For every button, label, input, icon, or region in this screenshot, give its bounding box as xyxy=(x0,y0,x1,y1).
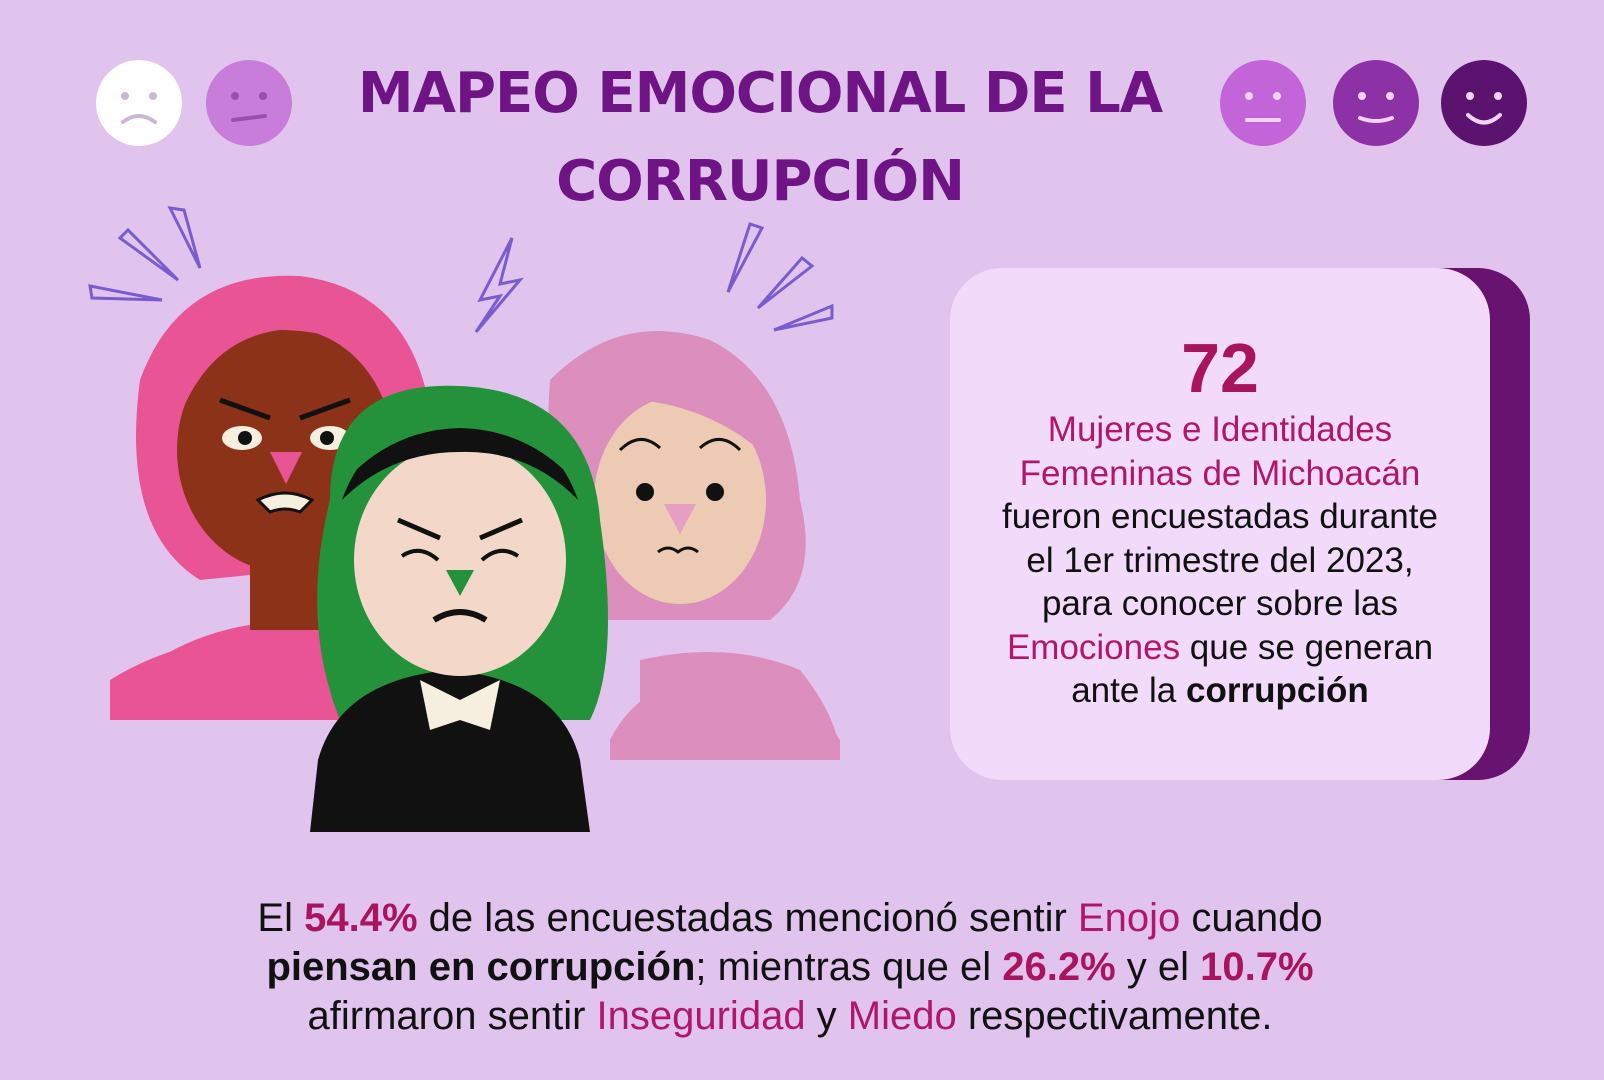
summary-text-3: cuando xyxy=(1180,896,1323,940)
lightning-icon xyxy=(474,237,524,333)
summary-line-3: afirmaron sentir Inseguridad y Miedo res… xyxy=(160,992,1420,1041)
summary-text-5: y el xyxy=(1115,945,1201,989)
happy-face-icon xyxy=(1441,60,1527,146)
summary-text: El 54.4% de las encuestadas mencionó sen… xyxy=(160,894,1420,1041)
percent-anger: 54.4% xyxy=(304,896,418,940)
summary-text-4: ; mientras que el xyxy=(695,945,1003,989)
summary-line-2: piensan en corrupción; mientras que el 2… xyxy=(160,943,1420,992)
card-line-7: ante la corrupción xyxy=(950,669,1490,713)
sad-face-icon xyxy=(96,60,182,146)
card-line-5: para conocer sobre las xyxy=(1041,584,1399,623)
summary-text-1: El xyxy=(257,896,305,940)
card-line-6-rest: que se generan xyxy=(1180,627,1434,667)
emotion-insecurity: Inseguridad xyxy=(596,994,806,1038)
neutral-face-icon xyxy=(1220,60,1306,146)
summary-bold: piensan en corrupción xyxy=(266,945,696,989)
summary-line-1: El 54.4% de las encuestadas mencionó sen… xyxy=(160,894,1420,943)
summary-text-6: afirmaron sentir xyxy=(307,994,597,1038)
stress-lines-left-icon xyxy=(88,206,202,302)
emotion-fear: Miedo xyxy=(847,994,957,1038)
card-line-6: Emociones que se generan xyxy=(950,626,1490,670)
title-line-1: MAPEO EMOCIONAL DE LA xyxy=(357,61,1163,126)
percent-insecurity: 26.2% xyxy=(1002,945,1116,989)
woman-frustrated xyxy=(310,385,608,832)
emotions-highlight: Emociones xyxy=(1006,627,1181,667)
women-illustration xyxy=(88,206,840,832)
title-line-2: CORRUPCIÓN xyxy=(556,149,965,214)
page-title: MAPEO EMOCIONAL DE LA CORRUPCIÓN xyxy=(300,50,1220,226)
card-line-2: Femeninas de Michoacán xyxy=(1019,453,1421,493)
smile-face-icon xyxy=(1333,60,1419,146)
corruption-bold: corrupción xyxy=(1186,671,1369,710)
summary-text-2: de las encuestadas mencionó sentir xyxy=(417,896,1078,940)
card-line-7-start: ante la xyxy=(1071,671,1186,710)
percent-fear: 10.7% xyxy=(1200,945,1314,989)
summary-text-8: respectivamente. xyxy=(956,994,1273,1038)
neutral-face-icon xyxy=(206,60,292,146)
card-line-3: fueron encuestadas durante xyxy=(1002,497,1438,536)
info-card: 72 Mujeres e Identidades Femeninas de Mi… xyxy=(950,268,1490,780)
card-line-4: el 1er trimestre del 2023, xyxy=(1026,540,1414,580)
summary-text-7: y xyxy=(805,994,848,1038)
card-line-1: Mujeres e Identidades xyxy=(1047,410,1393,449)
stress-lines-right-icon xyxy=(726,222,834,332)
respondent-count: 72 xyxy=(1181,329,1259,407)
woman-worried xyxy=(548,331,840,760)
emotion-anger: Enojo xyxy=(1077,896,1181,940)
